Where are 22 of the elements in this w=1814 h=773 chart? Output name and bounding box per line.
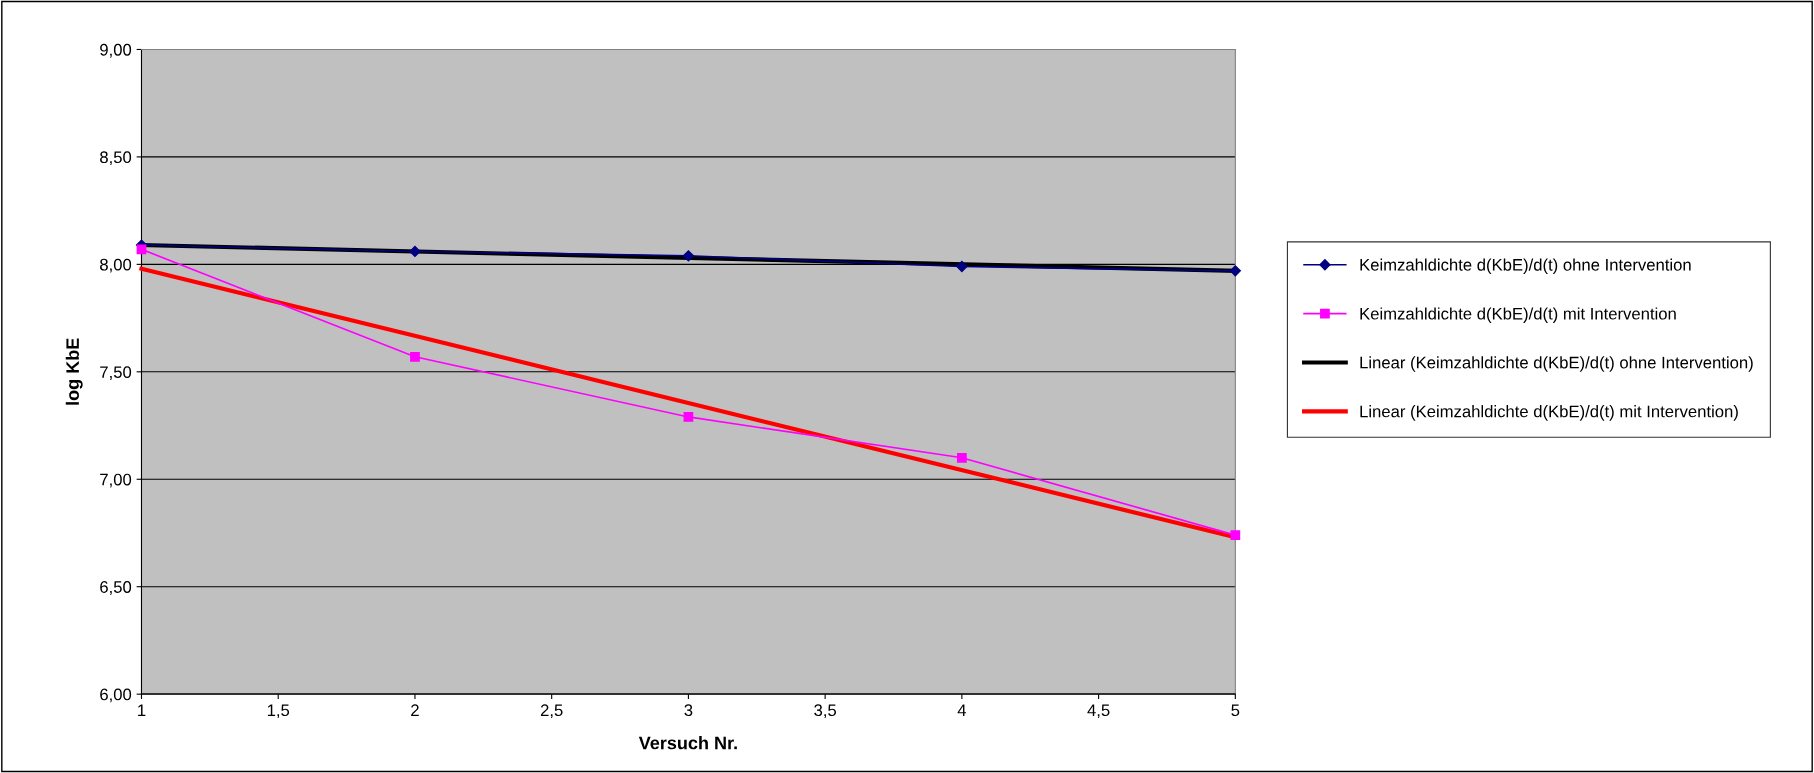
x-tick-label: 5 [1231,704,1240,717]
y-tick-label: 8,00 [100,258,132,273]
x-tick-label: 2 [411,704,419,716]
legend-label: Keimzahldichte d(KbE)/d(t) mit Intervention [1360,307,1676,323]
y-tick-label: 7,50 [100,366,132,380]
legend-label: Linear (Keimzahldichte d(KbE)/d(t) ohne Intervention) [1360,356,1753,372]
x-tick-label: 1 [138,704,146,716]
x-tick-label: 1,5 [267,704,290,719]
x-tick-label: 3 [684,704,693,717]
x-axis-title: Versuch Nr. [638,736,737,750]
x-tick-label: 3,5 [814,704,837,719]
x-tick-label: 4 [957,704,967,716]
legend-label: Keimzahldichte d(KbE)/d(t) ohne Intervention [1360,258,1691,275]
y-tick-label: 8,50 [100,151,132,166]
x-tick-label: 4,5 [1087,704,1110,719]
legend-label: Linear (Keimzahldichte d(KbE)/d(t) mit Intervention) [1360,405,1738,421]
y-tick-label: 7,00 [100,473,132,488]
x-tick-label: 2,5 [540,704,563,719]
y-tick-label: 6,00 [100,688,132,703]
y-tick-label: 6,50 [100,581,132,595]
y-tick-label: 9,00 [100,43,132,58]
y-axis-title: log KbE [65,338,83,405]
